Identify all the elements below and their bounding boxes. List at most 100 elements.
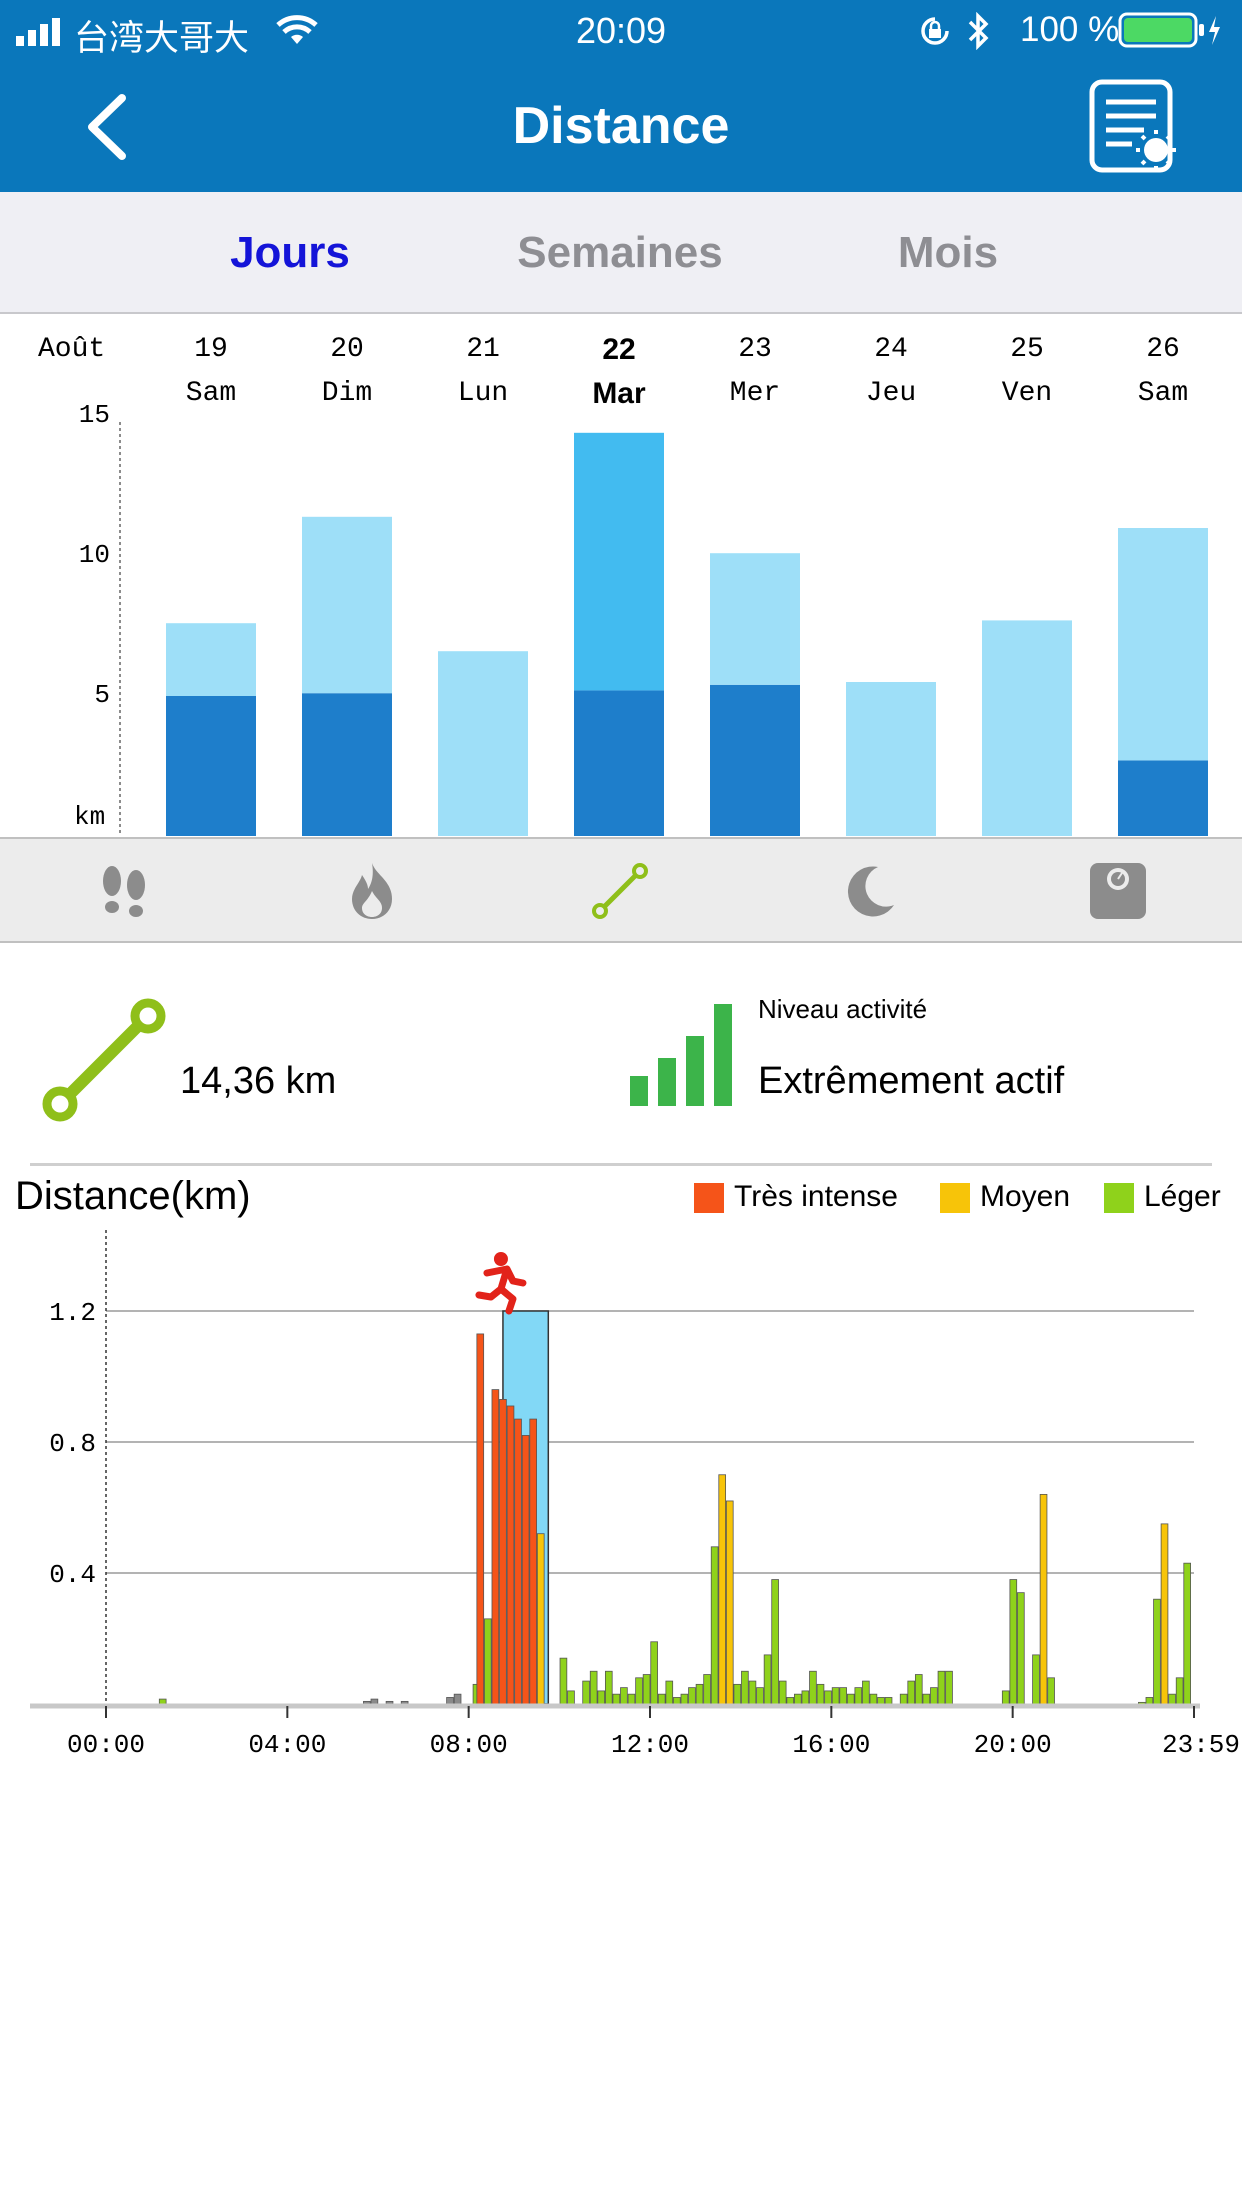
day-label[interactable]: 22 Mar <box>559 328 679 416</box>
day-bar-segment[interactable] <box>1118 760 1208 836</box>
day-label[interactable]: 24 Jeu <box>831 328 951 416</box>
distance-icon[interactable] <box>590 861 650 921</box>
activity-bar <box>453 1693 462 1705</box>
day-bar-segment[interactable] <box>574 432 664 691</box>
day-bar-segment[interactable] <box>166 696 256 836</box>
activity-bar <box>597 1690 606 1705</box>
carrier-name: 台湾大哥大 <box>74 19 250 58</box>
day-bar-segment[interactable] <box>982 620 1072 836</box>
day-name: Dim <box>321 378 373 409</box>
activity-bar <box>657 1693 666 1705</box>
y-tick-label: 10 <box>78 540 110 570</box>
activity-bar <box>158 1698 167 1705</box>
x-tick-label: 23:59 <box>1162 1730 1240 1760</box>
wifi-icon <box>276 15 318 44</box>
legend-swatch <box>940 1183 970 1213</box>
activity-bar <box>703 1674 711 1705</box>
x-tick-label: 04:00 <box>248 1730 326 1760</box>
day-name: Sam <box>1137 378 1189 409</box>
page-title: Distance <box>512 97 730 155</box>
activity-bar <box>877 1697 885 1705</box>
day-number: 22 <box>602 333 636 366</box>
activity-bar <box>695 1683 704 1705</box>
distance-icon <box>42 998 166 1122</box>
period-tab-bar: Jours Semaines Mois <box>0 192 1242 314</box>
navigation-header: 台湾大哥大 20:09 100 % Distance <box>0 0 1242 192</box>
day-name: Lun <box>457 378 509 409</box>
activity-bar <box>370 1698 379 1705</box>
day-name: Sam <box>185 378 237 409</box>
divider <box>30 1163 1212 1166</box>
day-bar-segment[interactable] <box>574 690 664 836</box>
day-label[interactable]: 20 Dim <box>287 328 407 416</box>
activity-bar <box>771 1579 779 1705</box>
activity-bar <box>1039 1493 1048 1705</box>
activity-bar <box>673 1697 681 1705</box>
x-tick-label: 20:00 <box>974 1730 1052 1760</box>
day-name: Mer <box>729 378 781 409</box>
day-label[interactable]: 26 Sam <box>1103 328 1223 416</box>
activity-bar <box>907 1680 916 1705</box>
activity-bar <box>1145 1697 1154 1705</box>
activity-bar <box>1009 1579 1018 1705</box>
activity-bar <box>899 1693 908 1705</box>
activity-bar <box>521 1435 530 1705</box>
activity-bar <box>786 1697 795 1705</box>
activity-bar <box>688 1687 696 1705</box>
activity-bar <box>604 1670 613 1705</box>
activity-bar <box>1168 1693 1176 1705</box>
x-tick-label: 08:00 <box>430 1730 508 1760</box>
day-bar-segment[interactable] <box>438 651 528 836</box>
tab-semaines[interactable]: Semaines <box>517 228 723 277</box>
tab-mois[interactable]: Mois <box>897 228 999 277</box>
activity-bar <box>839 1687 847 1705</box>
day-number: 24 <box>874 334 908 365</box>
daily-distance-chart: 0.4 0.8 1.2 00:00 04:00 08:00 12:00 16:00 20:00 2… <box>30 1230 1240 1760</box>
report-settings-icon[interactable] <box>1088 78 1180 176</box>
month-label: Août <box>38 334 106 365</box>
day-label[interactable]: 19 Sam <box>151 328 271 416</box>
activity-level-value: Extrêmement actif <box>758 1060 1065 1102</box>
moon-icon[interactable] <box>838 861 898 921</box>
tab-jours[interactable]: Jours <box>230 228 350 277</box>
day-name: Mar <box>592 377 646 410</box>
day-bar-segment[interactable] <box>710 553 800 685</box>
day-label[interactable]: 23 Mer <box>695 328 815 416</box>
daily-chart-title: Distance(km) <box>15 1174 251 1218</box>
activity-level-icon <box>630 1004 732 1106</box>
flame-icon[interactable] <box>342 861 402 921</box>
day-bar-segment[interactable] <box>710 684 800 836</box>
legend-label: Moyen <box>980 1180 1071 1213</box>
activity-bar <box>741 1670 749 1705</box>
day-bar-segment[interactable] <box>846 682 936 836</box>
y-tick-label: 5 <box>94 680 110 710</box>
y-tick-label: 15 <box>78 400 110 430</box>
activity-bar <box>831 1687 840 1705</box>
activity-bar <box>763 1654 772 1705</box>
activity-bar <box>529 1418 537 1705</box>
x-tick-label: 16:00 <box>792 1730 870 1760</box>
day-bar-segment[interactable] <box>302 693 392 836</box>
activity-bar <box>536 1533 545 1705</box>
day-bar-segment[interactable] <box>166 623 256 696</box>
activity-bar <box>650 1641 658 1705</box>
day-number: 20 <box>330 334 364 365</box>
scale-icon[interactable] <box>1088 861 1148 921</box>
day-number: 23 <box>738 334 772 365</box>
weekly-distance-chart: Août 19 Sam 20 Dim 21 Lun 22 Mar 23 Mer 24 Jeu 25 Ven… <box>0 314 1242 837</box>
activity-bar <box>862 1680 870 1705</box>
y-tick-label: 1.2 <box>49 1298 96 1328</box>
battery-icon <box>1118 12 1220 48</box>
day-bar-segment[interactable] <box>1118 528 1208 761</box>
legend-label: Très intense <box>734 1180 898 1213</box>
activity-bar <box>733 1683 742 1705</box>
footprints-icon[interactable] <box>94 861 154 921</box>
back-chevron-icon[interactable] <box>82 92 132 162</box>
activity-bar <box>635 1677 643 1705</box>
activity-bar <box>930 1687 938 1705</box>
day-number: 21 <box>466 334 500 365</box>
day-label[interactable]: 25 Ven <box>967 328 1087 416</box>
day-label[interactable]: 21 Lun <box>423 328 543 416</box>
day-bar-segment[interactable] <box>302 516 392 694</box>
activity-bar <box>945 1670 953 1705</box>
